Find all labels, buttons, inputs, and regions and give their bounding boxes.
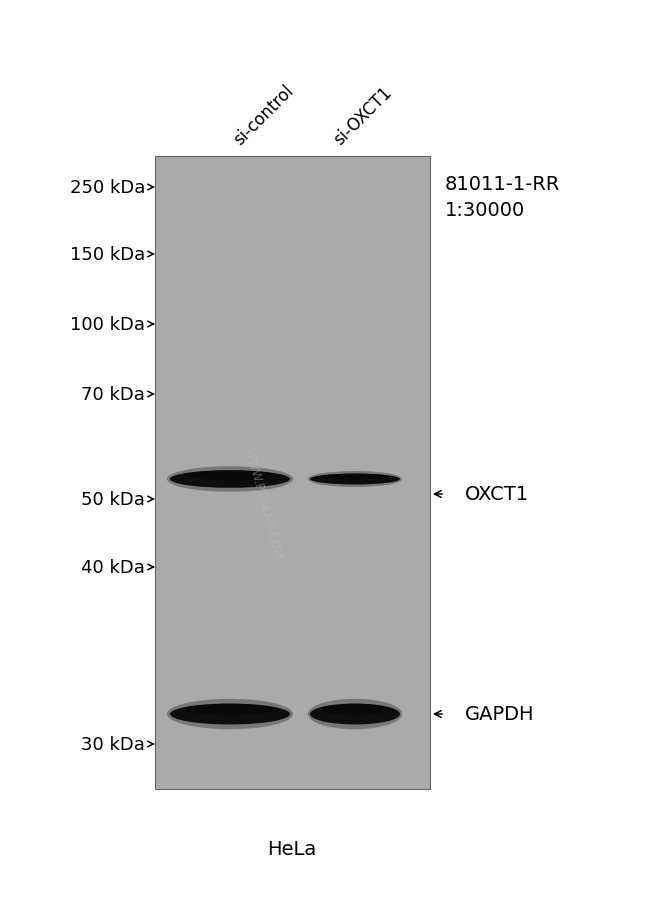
Text: GAPDH: GAPDH: [465, 704, 535, 723]
Ellipse shape: [185, 704, 275, 715]
Ellipse shape: [310, 704, 400, 724]
Text: 100 kDa: 100 kDa: [70, 316, 145, 334]
Ellipse shape: [167, 466, 293, 492]
Text: si-control: si-control: [230, 82, 297, 149]
Text: WWW.PTGLAB.COM: WWW.PTGLAB.COM: [241, 446, 284, 560]
Text: 81011-1-RR
1:30000: 81011-1-RR 1:30000: [445, 175, 561, 220]
Text: 30 kDa: 30 kDa: [81, 735, 145, 753]
Ellipse shape: [310, 474, 400, 485]
Ellipse shape: [308, 699, 403, 730]
Text: OXCT1: OXCT1: [465, 485, 529, 504]
Ellipse shape: [170, 471, 290, 488]
Text: si-OXCT1: si-OXCT1: [330, 84, 395, 149]
Ellipse shape: [321, 704, 389, 715]
Ellipse shape: [308, 472, 403, 487]
Text: 150 kDa: 150 kDa: [70, 245, 145, 263]
Ellipse shape: [170, 704, 290, 724]
Ellipse shape: [185, 471, 275, 481]
Text: 50 kDa: 50 kDa: [81, 491, 145, 509]
Ellipse shape: [167, 699, 293, 730]
Text: 70 kDa: 70 kDa: [81, 385, 145, 403]
Text: 40 kDa: 40 kDa: [81, 558, 145, 576]
Text: HeLa: HeLa: [268, 839, 317, 858]
Text: 250 kDa: 250 kDa: [69, 179, 145, 197]
Ellipse shape: [321, 474, 389, 480]
Bar: [155, 157, 430, 789]
